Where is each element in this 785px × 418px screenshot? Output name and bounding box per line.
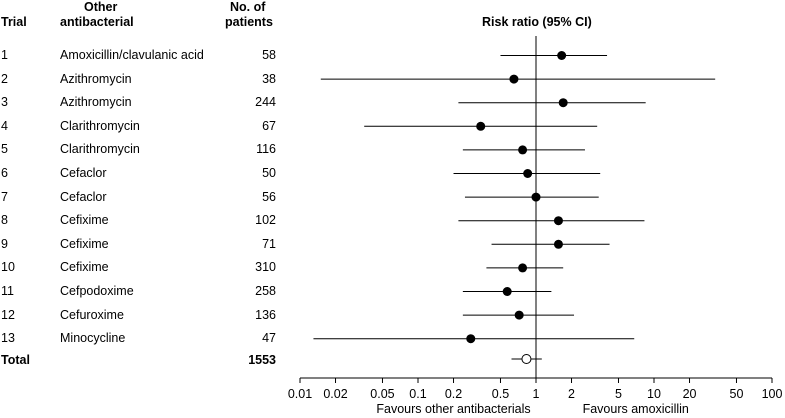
antibacterial-name: Amoxicillin/clavulanic acid: [60, 48, 204, 62]
patient-count: 47: [262, 331, 276, 346]
antibacterial-name: Clarithromycin: [60, 118, 140, 133]
patient-count: 258: [255, 284, 276, 298]
trial-number: 9: [1, 236, 8, 251]
patient-count: 244: [255, 95, 276, 110]
point-estimate: [531, 192, 541, 202]
x-tick-label: 0.05: [370, 387, 394, 401]
patient-count: 58: [262, 48, 276, 62]
trial-number: 8: [1, 213, 8, 228]
point-estimate: [476, 121, 486, 131]
patient-count: 71: [262, 236, 276, 251]
x-tick-label: 0.2: [445, 387, 462, 401]
antibacterial-name: Cefixime: [60, 260, 109, 275]
antibacterial-name: Cefixime: [60, 236, 109, 251]
x-tick-label: 0.5: [492, 387, 509, 401]
patient-count: 116: [256, 142, 276, 157]
other-antibacterial-header-line1: Other: [84, 0, 118, 14]
antibacterial-name: Azithromycin: [60, 71, 132, 86]
patients-header-line2: patients: [225, 15, 273, 29]
trial-number: 7: [1, 189, 8, 204]
patient-count: 136: [255, 307, 276, 322]
trial-header: Trial: [1, 15, 27, 29]
x-tick-label: 0.01: [288, 387, 312, 401]
x-tick-label: 100: [762, 387, 783, 401]
x-tick-label: 0.02: [323, 387, 347, 401]
point-estimate: [466, 334, 476, 344]
antibacterial-name: Cefuroxime: [60, 307, 124, 322]
point-estimate: [558, 98, 568, 108]
favours-amoxicillin-label: Favours amoxicillin: [583, 402, 689, 416]
trial-number: 12: [1, 307, 15, 322]
other-antibacterial-header-line2: antibacterial: [60, 15, 134, 29]
antibacterial-name: Minocycline: [60, 331, 126, 346]
risk-ratio-header: Risk ratio (95% CI): [482, 15, 592, 29]
x-tick-label: 2: [568, 387, 575, 401]
patient-count: 50: [262, 166, 276, 180]
x-tick-label: 10: [647, 387, 661, 401]
x-tick-label: 0.1: [409, 387, 426, 401]
patient-count: 56: [262, 189, 276, 204]
x-tick-label: 1: [533, 387, 540, 401]
point-estimate: [553, 216, 563, 226]
total-label: Total: [1, 353, 30, 367]
point-estimate: [514, 310, 524, 320]
point-estimate: [502, 287, 512, 296]
point-estimate: [557, 51, 567, 60]
antibacterial-name: Cefixime: [60, 213, 109, 228]
trial-number: 13: [1, 331, 15, 346]
x-tick-label: 50: [730, 387, 744, 401]
trial-number: 1: [1, 48, 8, 62]
trial-number: 4: [1, 118, 8, 133]
patient-count: 67: [262, 118, 276, 133]
trial-number: 2: [1, 71, 8, 86]
patient-count: 38: [262, 71, 276, 86]
total-point-estimate: [521, 354, 532, 364]
patients-header-line1: No. of: [230, 0, 266, 14]
antibacterial-name: Azithromycin: [60, 95, 132, 110]
point-estimate: [553, 239, 563, 249]
trial-number: 5: [1, 142, 8, 157]
point-estimate: [523, 169, 533, 178]
favours-other-label: Favours other antibacterials: [376, 402, 530, 416]
antibacterial-name: Clarithromycin: [60, 142, 140, 157]
point-estimate: [518, 145, 528, 155]
total-patients: 1553: [248, 353, 276, 367]
point-estimate: [509, 74, 519, 84]
trial-number: 10: [1, 260, 15, 275]
trial-number: 11: [1, 284, 14, 298]
patient-count: 102: [255, 213, 276, 228]
x-tick-label: 20: [683, 387, 697, 401]
point-estimate: [518, 263, 528, 273]
antibacterial-name: Cefaclor: [60, 166, 107, 180]
trial-number: 3: [1, 95, 8, 110]
antibacterial-name: Cefaclor: [60, 189, 107, 204]
patient-count: 310: [255, 260, 276, 275]
antibacterial-name: Cefpodoxime: [60, 284, 134, 298]
x-tick-label: 5: [615, 387, 622, 401]
trial-number: 6: [1, 166, 8, 180]
